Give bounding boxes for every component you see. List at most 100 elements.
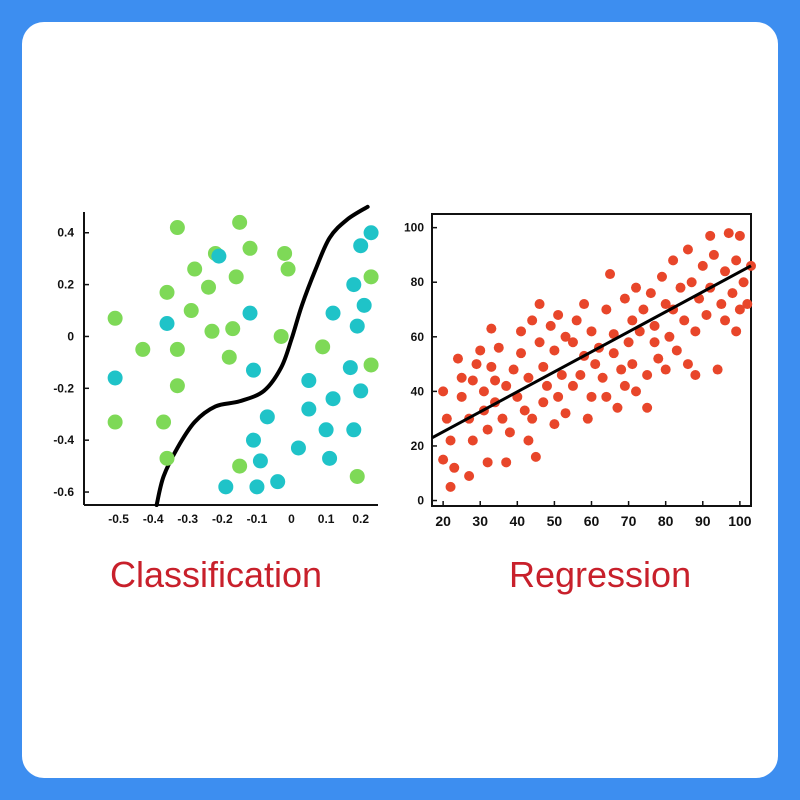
class-b-point bbox=[270, 474, 286, 490]
class-a-point bbox=[363, 357, 379, 373]
regression-point bbox=[575, 370, 586, 381]
regression-point bbox=[612, 402, 623, 413]
regression-point bbox=[734, 230, 745, 241]
regression-point bbox=[649, 320, 660, 331]
regression-point bbox=[586, 391, 597, 402]
regression-y-tick-label: 40 bbox=[411, 384, 425, 398]
regression-point bbox=[616, 364, 627, 375]
class-b-point bbox=[363, 225, 379, 241]
class-a-point bbox=[225, 321, 241, 337]
classification-y-tick-label: 0.2 bbox=[57, 278, 74, 292]
class-b-point bbox=[290, 440, 306, 456]
class-b-point bbox=[252, 453, 268, 469]
regression-point bbox=[627, 315, 638, 326]
classification-x-tick-label: -0.1 bbox=[247, 512, 268, 526]
regression-point bbox=[486, 361, 497, 372]
regression-point bbox=[671, 345, 682, 356]
regression-point bbox=[679, 315, 690, 326]
regression-y-tick-label: 80 bbox=[411, 275, 425, 289]
classification-y-tick-label: 0.4 bbox=[57, 226, 74, 240]
classification-y-tick-label: 0 bbox=[67, 329, 74, 343]
regression-point bbox=[445, 481, 456, 492]
regression-point bbox=[738, 277, 749, 288]
regression-point bbox=[623, 337, 634, 348]
class-b-point bbox=[322, 450, 338, 466]
class-b-point bbox=[325, 391, 341, 407]
regression-point bbox=[631, 386, 642, 397]
regression-point bbox=[545, 320, 556, 331]
class-a-point bbox=[204, 323, 220, 339]
regression-point bbox=[586, 326, 597, 337]
regression-point bbox=[601, 391, 612, 402]
class-a-point bbox=[228, 269, 244, 285]
class-a-point bbox=[232, 458, 248, 474]
regression-point bbox=[541, 380, 552, 391]
class-a-point bbox=[169, 220, 185, 236]
chart-canvas: 0.4 0.2 0 -0.2 -0.4 -0.6 -0.5 -0.4 -0.3 -0.2 -0.1 0… bbox=[53, 204, 756, 529]
classification-y-tick-label: -0.6 bbox=[53, 485, 74, 499]
class-a-point bbox=[232, 214, 248, 230]
regression-point bbox=[527, 413, 538, 424]
regression-point bbox=[731, 326, 742, 337]
regression-point bbox=[686, 277, 697, 288]
regression-point bbox=[519, 405, 530, 416]
class-b-point bbox=[353, 238, 369, 254]
class-a-point bbox=[159, 450, 175, 466]
regression-point bbox=[567, 337, 578, 348]
regression-point bbox=[493, 342, 504, 353]
regression-point bbox=[438, 454, 449, 465]
regression-point bbox=[571, 315, 582, 326]
regression-point bbox=[538, 361, 549, 372]
regression-point bbox=[497, 413, 508, 424]
regression-point bbox=[567, 380, 578, 391]
class-b-point bbox=[349, 318, 365, 334]
regression-y-tick-label: 60 bbox=[411, 330, 425, 344]
regression-point bbox=[720, 315, 731, 326]
regression-point bbox=[720, 266, 731, 277]
regression-point bbox=[534, 337, 545, 348]
regression-point bbox=[701, 309, 712, 320]
regression-point bbox=[456, 372, 467, 383]
class-b-point bbox=[346, 422, 362, 438]
regression-point bbox=[660, 364, 671, 375]
regression-point bbox=[627, 359, 638, 370]
regression-y-tick-label: 20 bbox=[411, 439, 425, 453]
class-a-point bbox=[221, 349, 237, 365]
regression-point bbox=[579, 299, 590, 310]
regression-point bbox=[441, 413, 452, 424]
class-a-point bbox=[107, 414, 123, 430]
regression-point bbox=[504, 427, 515, 438]
class-b-point bbox=[242, 305, 258, 321]
class-b-point bbox=[259, 409, 275, 425]
regression-point bbox=[697, 260, 708, 271]
regression-x-tick-label: 50 bbox=[547, 513, 563, 529]
regression-point bbox=[464, 470, 475, 481]
class-a-point bbox=[169, 341, 185, 357]
regression-point bbox=[642, 370, 653, 381]
class-a-point bbox=[363, 269, 379, 285]
regression-point bbox=[742, 299, 753, 310]
regression-point bbox=[734, 304, 745, 315]
regression-point bbox=[664, 331, 675, 342]
class-b-point bbox=[318, 422, 334, 438]
regression-point bbox=[549, 419, 560, 430]
regression-point bbox=[716, 299, 727, 310]
regression-point bbox=[501, 380, 512, 391]
class-b-point bbox=[301, 401, 317, 417]
regression-point bbox=[608, 329, 619, 340]
classification-x-tick-label: 0 bbox=[288, 512, 295, 526]
regression-point bbox=[467, 375, 478, 386]
decision-boundary bbox=[154, 204, 370, 507]
regression-point bbox=[582, 413, 593, 424]
regression-point bbox=[649, 337, 660, 348]
regression-point bbox=[486, 323, 497, 334]
regression-title: Regression bbox=[509, 554, 692, 595]
regression-point bbox=[449, 462, 460, 473]
classification-x-tick-label: -0.3 bbox=[177, 512, 198, 526]
regression-point bbox=[549, 345, 560, 356]
regression-point bbox=[560, 331, 571, 342]
regression-point bbox=[682, 359, 693, 370]
class-a-point bbox=[187, 261, 203, 277]
regression-point bbox=[490, 375, 501, 386]
regression-x-tick-label: 80 bbox=[658, 513, 674, 529]
